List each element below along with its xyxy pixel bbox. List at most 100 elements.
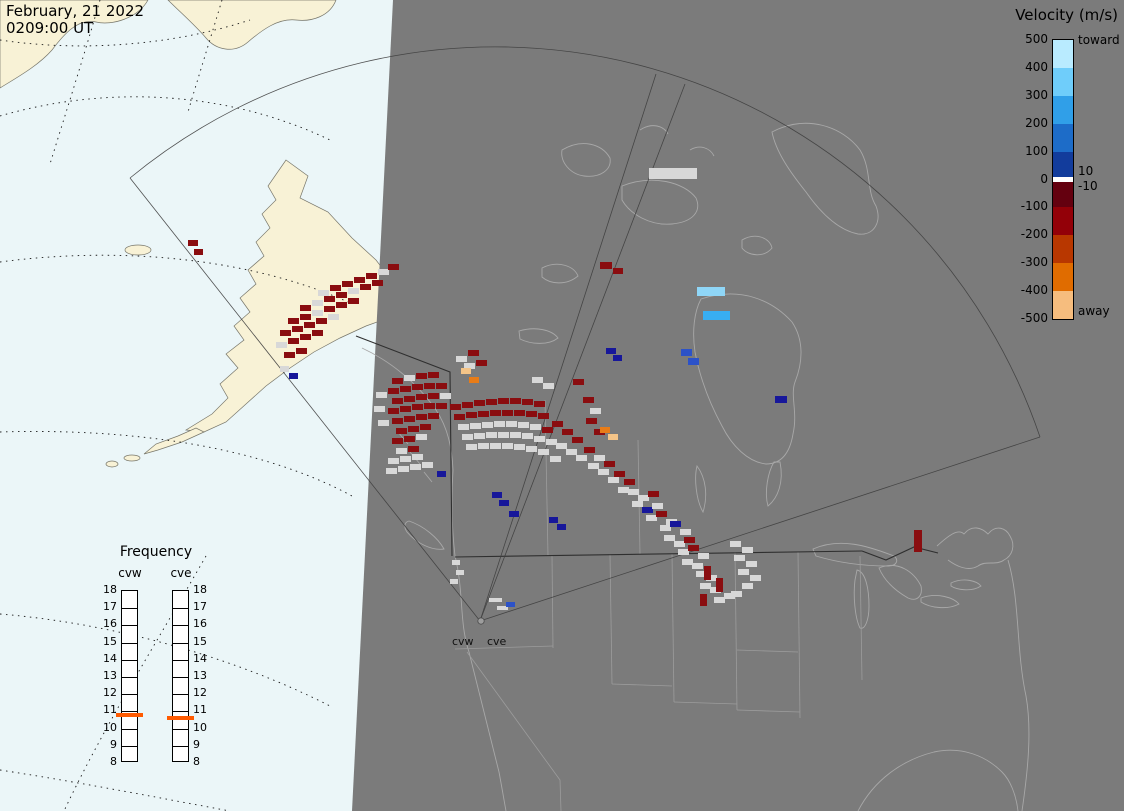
echo-cell (738, 569, 749, 575)
echo-cell (614, 471, 625, 477)
velocity-colorbar (1052, 39, 1074, 320)
echo-cell (514, 444, 525, 450)
frequency-tick-line (122, 728, 137, 730)
echo-cell (452, 560, 460, 565)
echo-cell (372, 280, 383, 286)
echo-cell (714, 597, 725, 603)
state-border (611, 683, 673, 687)
echo-cell (440, 393, 451, 399)
lake-winnipeg (695, 464, 707, 514)
echo-cell (374, 406, 385, 412)
daylit-land (0, 0, 397, 468)
state-border (734, 551, 738, 711)
echo-cell (649, 168, 673, 179)
echo-cell (400, 456, 411, 462)
echo-cell (681, 349, 692, 356)
province-border (544, 399, 549, 557)
echo-cell (396, 428, 407, 434)
night-region (352, 0, 1124, 811)
state-border (671, 553, 675, 703)
echo-cell (386, 468, 397, 474)
frequency-tick-label: 10 (103, 720, 117, 734)
radar-site-marker (477, 617, 485, 625)
echo-cell (428, 372, 439, 378)
echo-cell (700, 583, 711, 589)
echo-cell (526, 446, 537, 452)
echo-cell (700, 594, 707, 606)
echo-cell (678, 549, 689, 555)
island-victoria (621, 179, 699, 225)
echo-cell (670, 521, 681, 527)
echo-cell (664, 535, 675, 541)
velocity-tick-label: 300 (1025, 87, 1048, 102)
echo-cell (692, 563, 703, 569)
fov-range-arc (129, 46, 1041, 438)
echo-cell (652, 503, 663, 509)
velocity-colorbar-band (1053, 40, 1073, 68)
echo-cell (673, 168, 697, 179)
echo-cell (518, 422, 529, 428)
echo-cell (312, 330, 323, 336)
state-border (736, 709, 801, 713)
echo-cell (316, 318, 327, 324)
echo-cell (304, 322, 315, 328)
echo-cell (703, 311, 730, 320)
frequency-tick-line (173, 694, 188, 696)
echo-cell (466, 412, 477, 418)
echo-cell (706, 575, 717, 581)
echo-cell (594, 455, 605, 461)
state-border (736, 649, 799, 653)
echo-cell (464, 363, 475, 369)
echo-cell (478, 411, 489, 417)
velocity-tick-label: -500 (1020, 311, 1048, 325)
graticule-arc (0, 96, 331, 141)
frequency-tick-label: 14 (193, 651, 207, 665)
echo-cell (437, 471, 446, 477)
velocity-tick-label: -10 (1078, 179, 1098, 194)
frequency-tick-line (173, 728, 188, 730)
velocity-tick-label: 0 (1040, 171, 1048, 186)
frequency-tick-label: 16 (193, 617, 207, 631)
echo-cell (600, 427, 610, 433)
velocity-tick-label: 10 (1078, 163, 1094, 178)
echo-cell (436, 403, 447, 409)
frequency-tick-line (173, 625, 188, 627)
echo-cell (412, 454, 423, 460)
echo-cell (594, 429, 605, 435)
echo-cell (300, 305, 311, 311)
echo-cell (412, 384, 423, 390)
frequency-tick-label: 17 (103, 600, 117, 614)
echo-cell (410, 464, 421, 470)
frequency-tick-line (122, 625, 137, 627)
echo-cell (342, 281, 353, 287)
coastline-east (936, 527, 1014, 569)
echo-cell (408, 446, 419, 452)
echo-cell (628, 489, 639, 495)
frequency-marker (167, 716, 194, 721)
echo-cell (510, 398, 521, 404)
border-us-canada (454, 550, 863, 558)
echo-cell (336, 292, 347, 298)
echo-cell (509, 511, 519, 517)
echo-cell (606, 348, 616, 354)
echo-cell (474, 400, 485, 406)
echo-cell (710, 587, 721, 593)
frequency-tick-label: 12 (193, 686, 207, 700)
echo-cell (704, 566, 711, 580)
echo-cell (336, 302, 347, 308)
state-border (797, 551, 801, 719)
echo-cell (276, 342, 287, 348)
echo-cell (378, 420, 389, 426)
lake-huron (878, 565, 922, 600)
coastline-gulf (857, 749, 1019, 811)
echo-cell (549, 517, 558, 523)
border-alaska-bc (355, 335, 453, 557)
national-borders (355, 335, 939, 561)
echo-cell (328, 314, 339, 320)
echo-cell (392, 378, 403, 384)
echo-cell (660, 525, 671, 531)
echo-cell (696, 571, 707, 577)
echo-cell (408, 426, 419, 432)
echo-cell (280, 366, 289, 372)
frequency-tick-label: 13 (193, 669, 207, 682)
